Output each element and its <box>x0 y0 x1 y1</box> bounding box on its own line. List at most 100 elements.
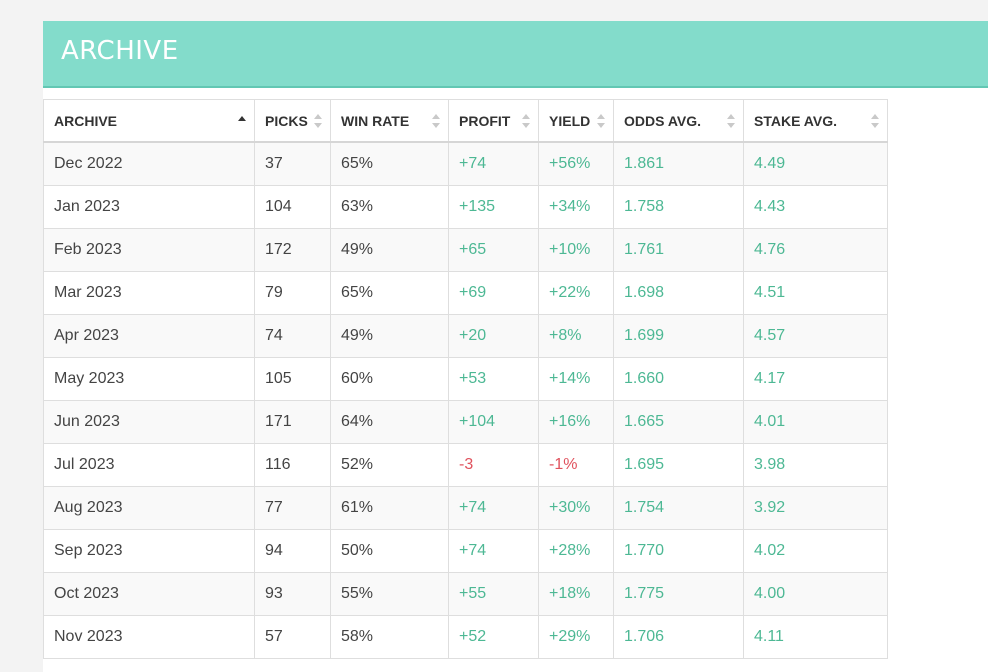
column-header-odds-avg[interactable]: ODDS AVG. <box>613 99 744 143</box>
cell-profit: +74 <box>448 529 539 573</box>
sort-ascending-icon <box>238 114 246 128</box>
cell-odds-avg: 1.699 <box>613 314 744 358</box>
cell-odds-avg: 1.758 <box>613 185 744 229</box>
column-header-label: STAKE AVG. <box>754 112 837 129</box>
cell-profit: +55 <box>448 572 539 616</box>
cell-odds-avg: 1.706 <box>613 615 744 659</box>
cell-yield: +30% <box>538 486 614 530</box>
cell-profit: +53 <box>448 357 539 401</box>
cell-picks: 79 <box>254 271 331 315</box>
column-header-profit[interactable]: PROFIT <box>448 99 539 143</box>
cell-archive: Oct 2023 <box>43 572 255 616</box>
cell-profit: +65 <box>448 228 539 272</box>
table-row: Nov 2023 57 58% +52 +29% 1.706 4.11 <box>43 615 888 659</box>
cell-yield: +10% <box>538 228 614 272</box>
cell-yield: +28% <box>538 529 614 573</box>
cell-archive: Aug 2023 <box>43 486 255 530</box>
cell-stake-avg: 4.43 <box>743 185 888 229</box>
table-header-row: ARCHIVE PICKS WIN RATE PROFIT YIELD ODDS AVG.… <box>43 99 888 143</box>
cell-profit: +104 <box>448 400 539 444</box>
cell-stake-avg: 4.00 <box>743 572 888 616</box>
sort-icon <box>597 113 605 128</box>
cell-win-rate: 49% <box>330 228 449 272</box>
column-header-win-rate[interactable]: WIN RATE <box>330 99 449 143</box>
cell-stake-avg: 4.76 <box>743 228 888 272</box>
cell-picks: 74 <box>254 314 331 358</box>
cell-win-rate: 65% <box>330 271 449 315</box>
table-row: Oct 2023 93 55% +55 +18% 1.775 4.00 <box>43 572 888 616</box>
table-row: May 2023 105 60% +53 +14% 1.660 4.17 <box>43 357 888 401</box>
cell-win-rate: 50% <box>330 529 449 573</box>
cell-archive: Feb 2023 <box>43 228 255 272</box>
cell-archive: Mar 2023 <box>43 271 255 315</box>
cell-odds-avg: 1.698 <box>613 271 744 315</box>
table-body: Dec 2022 37 65% +74 +56% 1.861 4.49 Jan 2023 104… <box>43 141 888 659</box>
column-header-yield[interactable]: YIELD <box>538 99 614 143</box>
cell-archive: Jun 2023 <box>43 400 255 444</box>
cell-yield: +16% <box>538 400 614 444</box>
table-row: Apr 2023 74 49% +20 +8% 1.699 4.57 <box>43 314 888 358</box>
cell-archive: Jan 2023 <box>43 185 255 229</box>
column-header-archive[interactable]: ARCHIVE <box>43 99 255 143</box>
column-header-stake-avg[interactable]: STAKE AVG. <box>743 99 888 143</box>
cell-win-rate: 64% <box>330 400 449 444</box>
cell-picks: 104 <box>254 185 331 229</box>
cell-picks: 94 <box>254 529 331 573</box>
cell-stake-avg: 4.02 <box>743 529 888 573</box>
page-title: ARCHIVE <box>61 36 179 66</box>
cell-archive: Dec 2022 <box>43 141 255 186</box>
cell-odds-avg: 1.775 <box>613 572 744 616</box>
cell-archive: Nov 2023 <box>43 615 255 659</box>
cell-yield: -1% <box>538 443 614 487</box>
sort-icon <box>871 113 879 128</box>
archive-header: ARCHIVE <box>43 21 988 88</box>
table-row: Jul 2023 116 52% -3 -1% 1.695 3.98 <box>43 443 888 487</box>
table-row: Feb 2023 172 49% +65 +10% 1.761 4.76 <box>43 228 888 272</box>
cell-profit: +20 <box>448 314 539 358</box>
cell-profit: +135 <box>448 185 539 229</box>
cell-stake-avg: 4.57 <box>743 314 888 358</box>
cell-stake-avg: 4.49 <box>743 141 888 186</box>
column-header-label: YIELD <box>549 112 591 129</box>
cell-yield: +18% <box>538 572 614 616</box>
cell-win-rate: 58% <box>330 615 449 659</box>
sort-icon <box>314 113 322 128</box>
cell-win-rate: 55% <box>330 572 449 616</box>
cell-picks: 93 <box>254 572 331 616</box>
archive-table-wrapper: ARCHIVE PICKS WIN RATE PROFIT YIELD ODDS AVG.… <box>43 99 888 659</box>
cell-odds-avg: 1.665 <box>613 400 744 444</box>
cell-yield: +56% <box>538 141 614 186</box>
cell-yield: +22% <box>538 271 614 315</box>
table-row: Aug 2023 77 61% +74 +30% 1.754 3.92 <box>43 486 888 530</box>
column-header-label: PROFIT <box>459 112 511 129</box>
cell-stake-avg: 4.11 <box>743 615 888 659</box>
column-header-label: ODDS AVG. <box>624 112 702 129</box>
cell-win-rate: 61% <box>330 486 449 530</box>
cell-yield: +29% <box>538 615 614 659</box>
cell-stake-avg: 3.98 <box>743 443 888 487</box>
archive-table: ARCHIVE PICKS WIN RATE PROFIT YIELD ODDS AVG.… <box>43 99 888 659</box>
cell-picks: 105 <box>254 357 331 401</box>
cell-odds-avg: 1.861 <box>613 141 744 186</box>
cell-profit: +69 <box>448 271 539 315</box>
cell-win-rate: 49% <box>330 314 449 358</box>
table-row: Jan 2023 104 63% +135 +34% 1.758 4.43 <box>43 185 888 229</box>
cell-odds-avg: 1.770 <box>613 529 744 573</box>
cell-stake-avg: 4.51 <box>743 271 888 315</box>
table-row: Jun 2023 171 64% +104 +16% 1.665 4.01 <box>43 400 888 444</box>
cell-profit: -3 <box>448 443 539 487</box>
cell-stake-avg: 3.92 <box>743 486 888 530</box>
cell-win-rate: 60% <box>330 357 449 401</box>
column-header-picks[interactable]: PICKS <box>254 99 331 143</box>
cell-win-rate: 65% <box>330 141 449 186</box>
table-row: Dec 2022 37 65% +74 +56% 1.861 4.49 <box>43 141 888 186</box>
cell-odds-avg: 1.695 <box>613 443 744 487</box>
column-header-label: PICKS <box>265 112 308 129</box>
cell-archive: May 2023 <box>43 357 255 401</box>
cell-picks: 37 <box>254 141 331 186</box>
cell-odds-avg: 1.660 <box>613 357 744 401</box>
cell-picks: 57 <box>254 615 331 659</box>
sort-icon <box>727 113 735 128</box>
cell-odds-avg: 1.754 <box>613 486 744 530</box>
